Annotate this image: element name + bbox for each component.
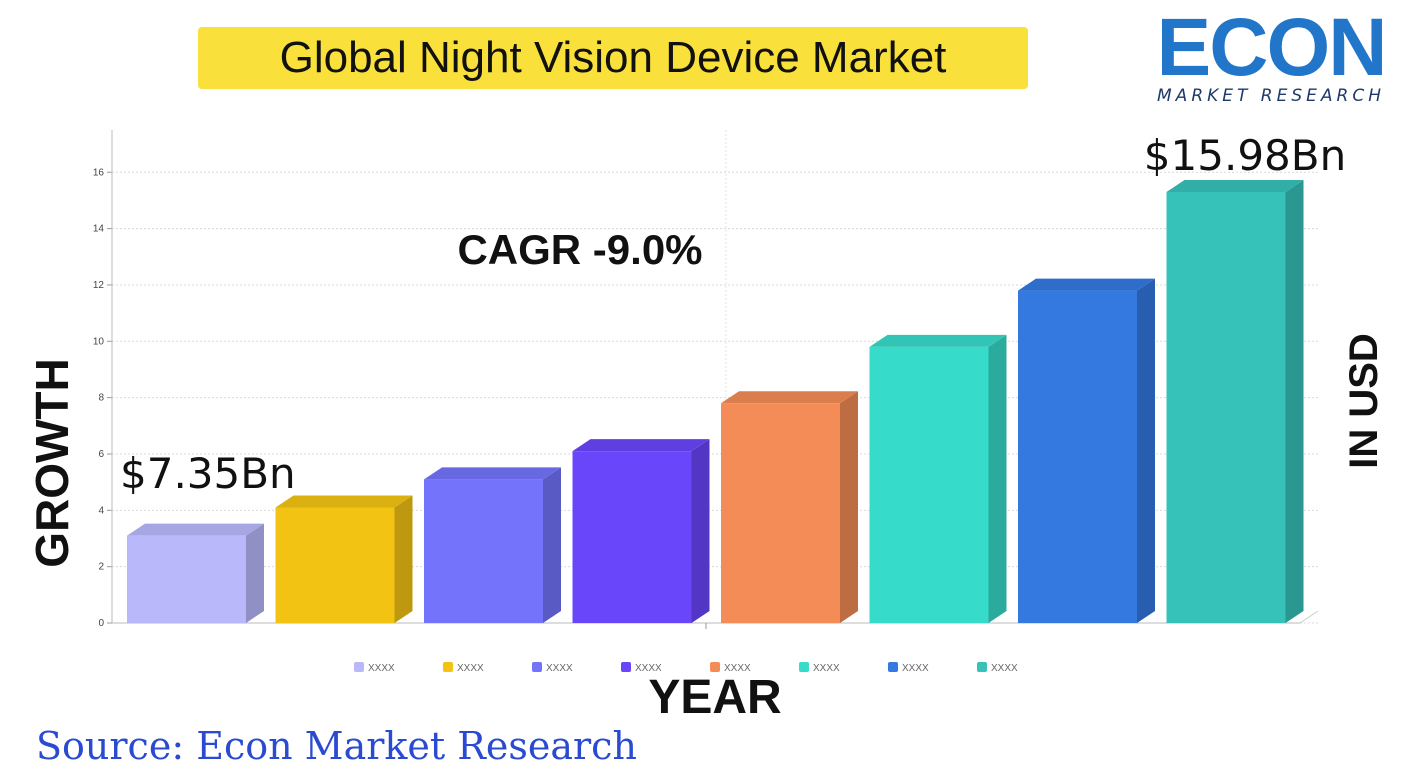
- y-tick-label: 14: [93, 224, 105, 235]
- legend-item: XXXX: [443, 662, 484, 674]
- bar-top: [424, 467, 561, 480]
- legend-item: XXXX: [977, 662, 1018, 674]
- bar-top: [275, 495, 413, 508]
- y-tick-label: 2: [98, 562, 104, 573]
- legend-item: XXXX: [532, 662, 573, 674]
- logo-main-text: ECON: [1156, 2, 1388, 93]
- legend-swatch: [888, 662, 898, 672]
- y-tick-label: 10: [93, 336, 105, 347]
- bar-top: [572, 439, 710, 452]
- bar-side: [840, 391, 858, 623]
- legend-swatch: [354, 662, 364, 672]
- source-text: Source: Econ Market Research: [36, 724, 637, 768]
- y-tick-label: 8: [98, 393, 104, 404]
- chart-legend: XXXX XXXX XXXX XXXX XXXX XXXX XXXX XXXX: [354, 662, 1018, 674]
- bar-front: [1166, 191, 1286, 623]
- bar-front: [424, 479, 543, 623]
- bar-side: [988, 334, 1007, 623]
- legend-label: XXXX: [813, 663, 840, 674]
- title-highlight: Global Night Vision Device Market: [198, 27, 1028, 89]
- legend-label: XXXX: [635, 663, 662, 674]
- econ-logo: ECON MARKET RESEARCH: [1140, 2, 1412, 112]
- x-axis-depth-line: [1299, 610, 1319, 624]
- bar-side: [394, 495, 413, 623]
- bar-front: [127, 535, 246, 623]
- legend-label: XXXX: [991, 663, 1018, 674]
- legend-label: XXXX: [724, 663, 751, 674]
- bar-top: [869, 334, 1007, 347]
- y-tick-label: 6: [98, 449, 104, 460]
- bar: [572, 439, 710, 623]
- chart-title: Global Night Vision Device Market: [279, 33, 947, 82]
- legend-swatch: [710, 662, 720, 672]
- legend-swatch: [443, 662, 453, 672]
- legend-swatch: [799, 662, 809, 672]
- legend-item: XXXX: [621, 662, 662, 674]
- bar-top: [127, 523, 264, 536]
- bar: [424, 467, 561, 623]
- legend-swatch: [977, 662, 987, 672]
- y-axis-right-label: IN USD: [1342, 333, 1386, 469]
- cagr-annotation: CAGR -9.0%: [457, 226, 703, 273]
- chart-bars: [127, 179, 1304, 623]
- bar-side: [1285, 179, 1304, 623]
- bar: [869, 334, 1007, 623]
- bar: [721, 391, 858, 623]
- bar: [127, 523, 264, 623]
- y-axis-label: GROWTH: [26, 358, 78, 568]
- legend-label: XXXX: [457, 663, 484, 674]
- legend-item: XXXX: [354, 662, 395, 674]
- start-value-label: $7.35Bn: [120, 449, 296, 498]
- bar-side: [543, 467, 561, 623]
- bar-front: [275, 507, 395, 623]
- y-tick-label: 16: [93, 167, 105, 178]
- legend-item: XXXX: [799, 662, 840, 674]
- legend-item: XXXX: [710, 662, 751, 674]
- legend-label: XXXX: [546, 663, 573, 674]
- legend-item: XXXX: [888, 662, 929, 674]
- bar-front: [869, 346, 989, 623]
- bar: [275, 495, 413, 623]
- bar: [1166, 179, 1304, 623]
- bar-side: [1137, 278, 1155, 623]
- bar: [1018, 278, 1155, 623]
- y-tick-label: 12: [93, 280, 105, 291]
- legend-swatch: [532, 662, 542, 672]
- legend-swatch: [621, 662, 631, 672]
- bar-front: [572, 451, 692, 623]
- logo-sub-text: MARKET RESEARCH: [1157, 86, 1385, 106]
- bar-front: [1018, 290, 1137, 623]
- y-tick-label: 4: [98, 505, 104, 516]
- legend-label: XXXX: [368, 663, 395, 674]
- y-tick-label: 0: [98, 618, 104, 629]
- bar-top: [721, 391, 858, 404]
- x-axis-label: YEAR: [648, 671, 782, 724]
- end-value-label: $15.98Bn: [1143, 131, 1347, 180]
- bar-side: [246, 523, 264, 623]
- legend-label: XXXX: [902, 663, 929, 674]
- bar-top: [1018, 278, 1155, 291]
- bar-top: [1166, 179, 1304, 192]
- bar-front: [721, 403, 840, 623]
- bar-side: [691, 439, 710, 623]
